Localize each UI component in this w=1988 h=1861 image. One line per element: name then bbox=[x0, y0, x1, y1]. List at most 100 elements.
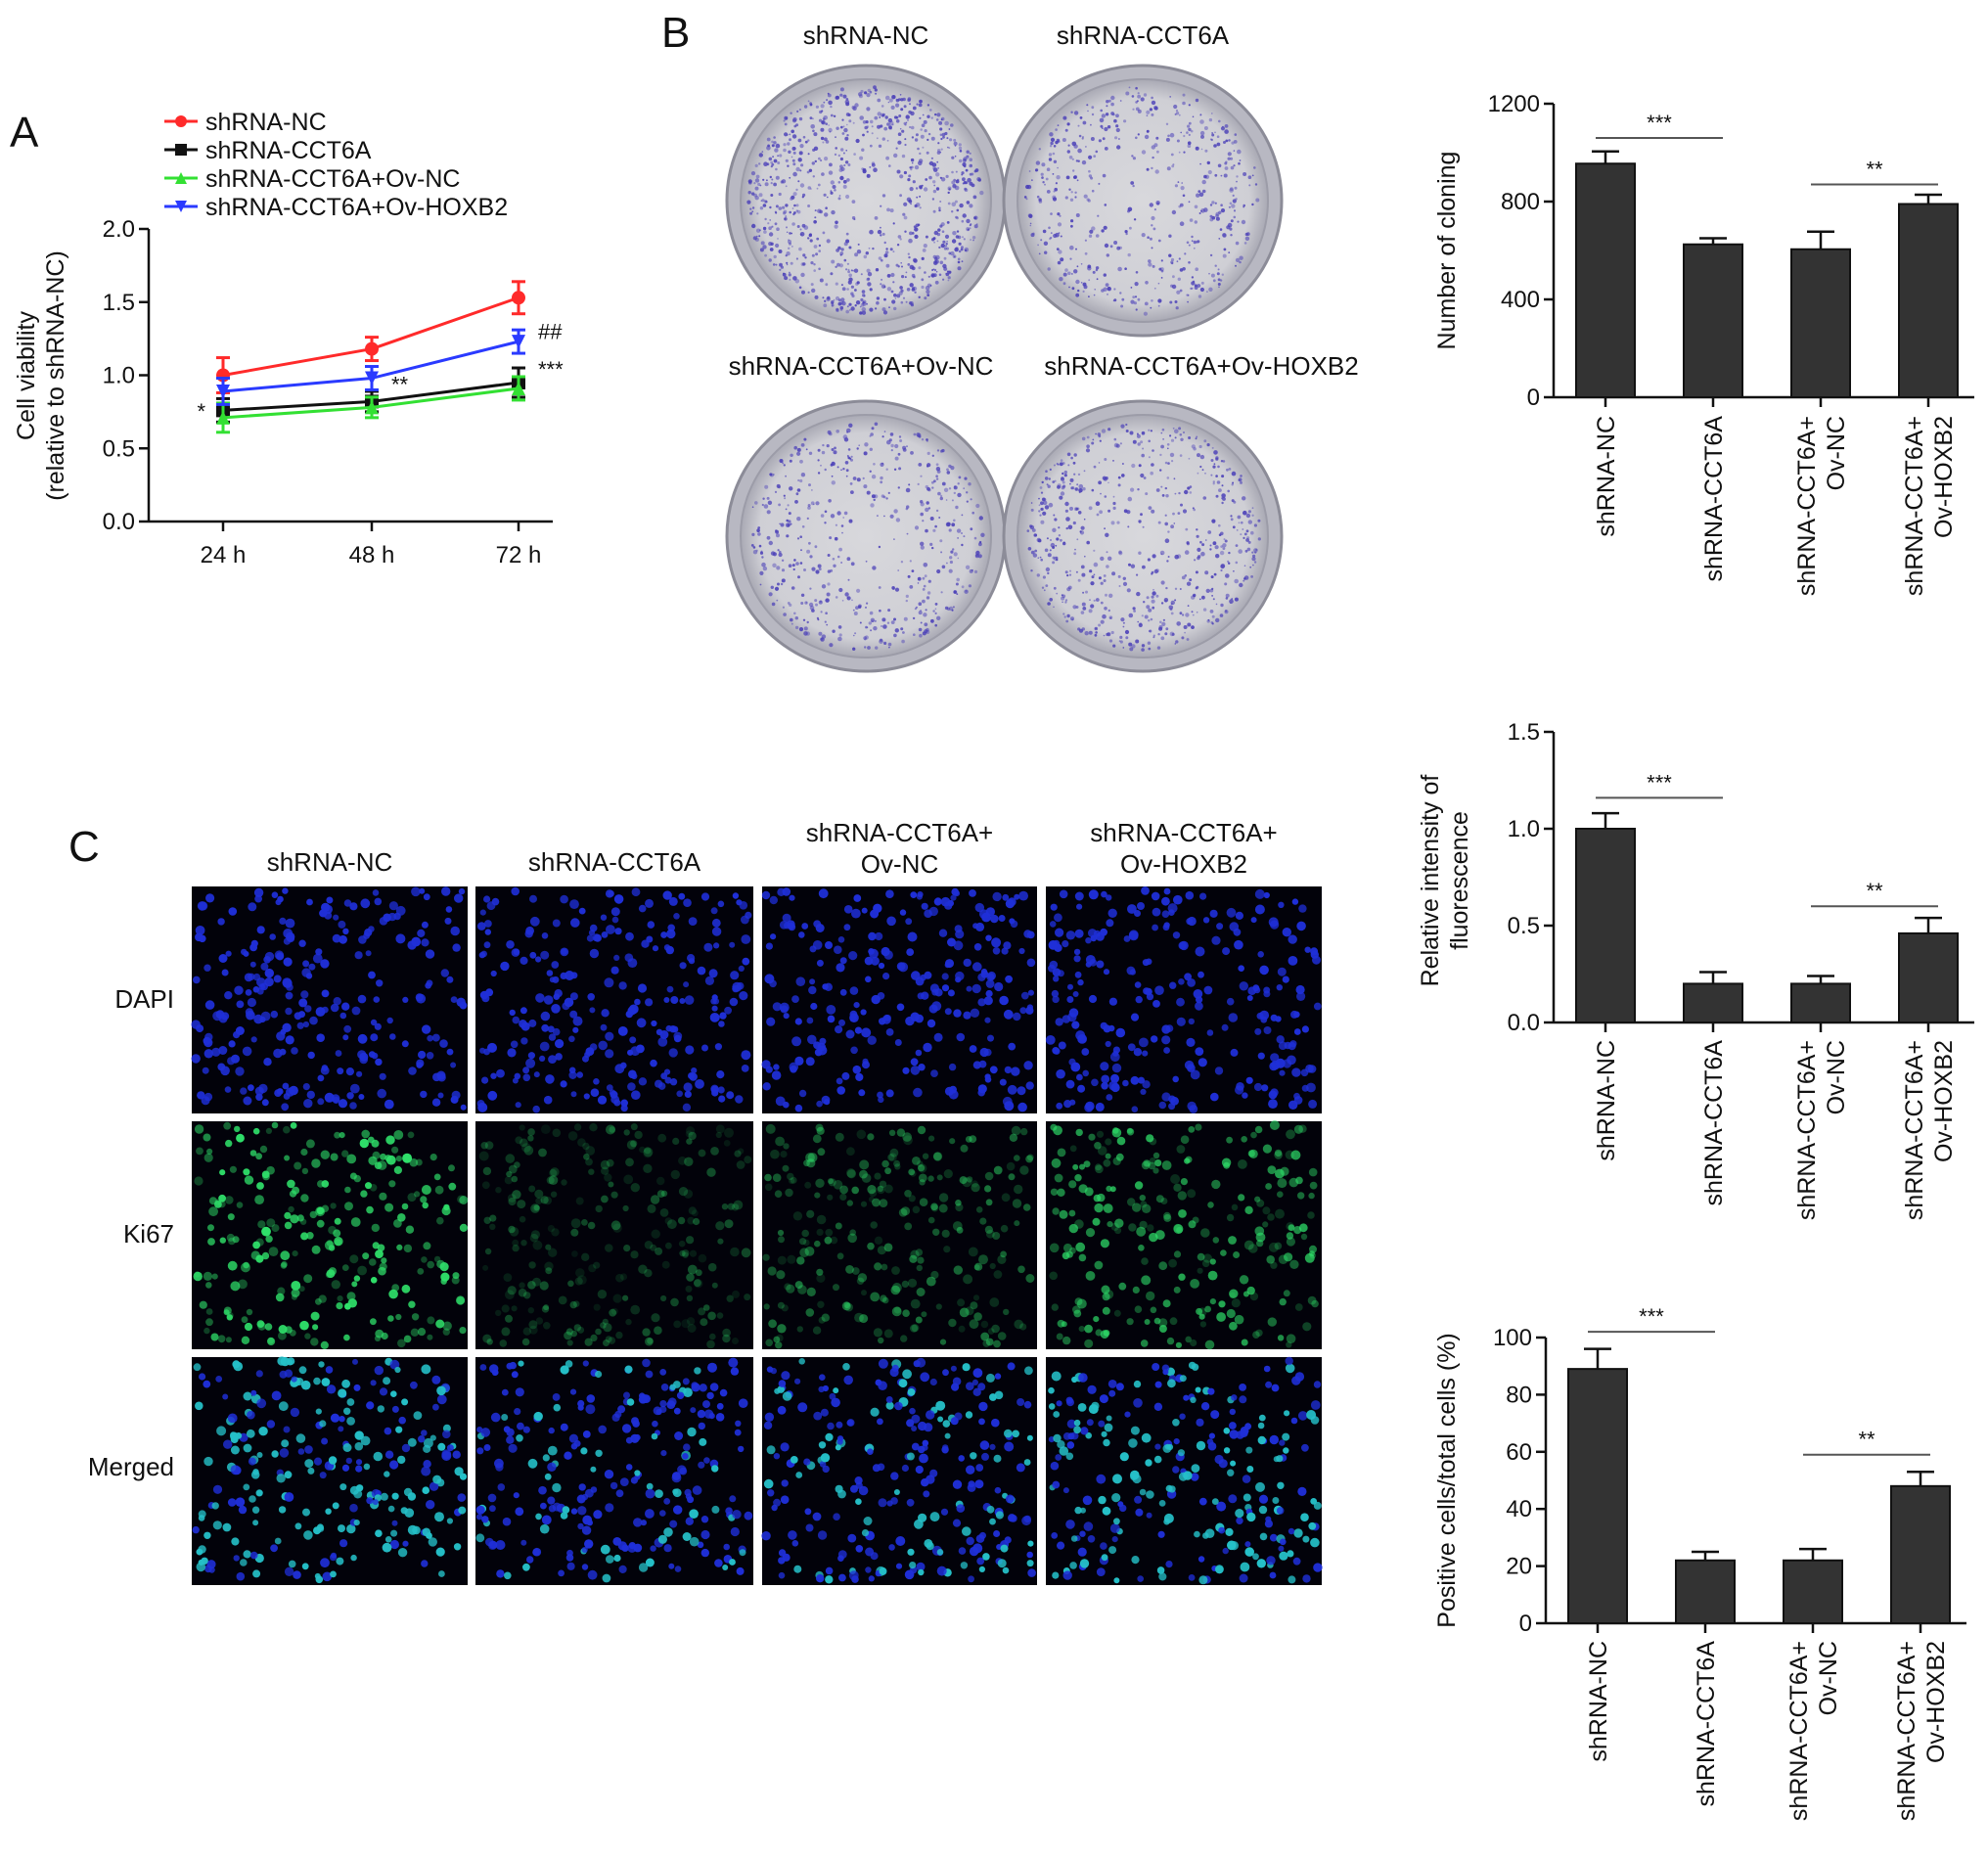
colony-dot bbox=[918, 463, 923, 467]
cell-nucleus bbox=[918, 1064, 926, 1071]
colony-dot bbox=[1179, 454, 1183, 457]
cell-nucleus bbox=[261, 1170, 270, 1179]
colony-dot bbox=[1189, 578, 1193, 582]
cell-nucleus bbox=[989, 1262, 996, 1270]
cell-nucleus bbox=[388, 1289, 398, 1299]
cell-nucleus bbox=[726, 1294, 734, 1302]
cell-nucleus bbox=[1130, 1013, 1140, 1021]
colony-dot bbox=[939, 260, 944, 265]
cell-nucleus bbox=[867, 1133, 875, 1141]
colony-dot bbox=[961, 219, 965, 223]
colony-dot bbox=[845, 469, 849, 473]
colony-dot bbox=[865, 560, 868, 563]
cell-nucleus bbox=[562, 1002, 570, 1011]
cell-nucleus bbox=[1291, 1067, 1301, 1077]
colony-dot bbox=[754, 178, 760, 183]
cell-nucleus bbox=[980, 968, 988, 976]
colony-dot bbox=[1138, 464, 1142, 468]
colony-dot bbox=[1186, 542, 1190, 546]
colony-dot bbox=[795, 188, 798, 192]
colony-dot bbox=[824, 299, 827, 302]
colony-dot bbox=[1085, 146, 1087, 148]
colony-dot bbox=[775, 529, 779, 534]
colony-dot bbox=[1195, 267, 1198, 272]
colony-dot bbox=[945, 272, 950, 277]
colony-dot bbox=[1086, 104, 1089, 107]
colony-dot bbox=[1084, 239, 1087, 242]
cell-nucleus bbox=[707, 1362, 717, 1373]
colony-dot bbox=[931, 274, 933, 277]
colony-dot bbox=[936, 160, 939, 163]
cell-nucleus bbox=[515, 1136, 523, 1145]
cell-nucleus bbox=[236, 1571, 246, 1581]
cell-nucleus bbox=[484, 929, 491, 935]
cell-nucleus bbox=[985, 934, 992, 941]
cell-nucleus bbox=[205, 1282, 212, 1289]
colony-dot bbox=[759, 551, 764, 555]
colony-dot bbox=[939, 127, 943, 131]
cell-nucleus bbox=[243, 950, 249, 957]
cell-nucleus bbox=[527, 1281, 536, 1290]
cell-nucleus bbox=[855, 1072, 864, 1081]
cell-nucleus bbox=[601, 931, 609, 938]
colony-dot bbox=[1141, 453, 1145, 458]
colony-dot bbox=[799, 535, 802, 538]
colony-dot bbox=[1168, 234, 1172, 238]
cell-nucleus bbox=[1074, 929, 1084, 938]
colony-dot bbox=[1146, 167, 1150, 171]
cell-nucleus bbox=[578, 1483, 586, 1491]
colony-dot bbox=[772, 156, 774, 159]
cell-nucleus bbox=[923, 1042, 932, 1053]
cell-nucleus bbox=[1062, 1243, 1072, 1252]
cell-nucleus bbox=[1253, 1082, 1263, 1092]
colony-dot bbox=[930, 157, 934, 159]
cell-nucleus bbox=[636, 1044, 645, 1054]
colony-dot bbox=[1209, 204, 1213, 206]
colony-dot bbox=[825, 598, 830, 603]
colony-dot bbox=[935, 475, 938, 478]
cell-nucleus bbox=[388, 1180, 396, 1188]
cell-nucleus bbox=[1158, 1101, 1167, 1110]
cell-nucleus bbox=[807, 1034, 817, 1045]
colony-dot bbox=[1080, 565, 1085, 569]
colony-dot bbox=[1135, 639, 1140, 644]
colony-dot bbox=[792, 151, 796, 155]
colony-dot bbox=[950, 123, 954, 127]
cell-nucleus bbox=[1073, 948, 1081, 956]
cell-nucleus bbox=[856, 1277, 865, 1286]
cell-nucleus bbox=[1077, 1084, 1086, 1093]
colony-dot bbox=[1085, 448, 1091, 453]
colony-dot bbox=[1075, 248, 1077, 250]
colony-dot bbox=[899, 238, 902, 241]
colony-dot bbox=[898, 114, 902, 117]
cell-nucleus bbox=[385, 1135, 395, 1145]
colony-dot bbox=[788, 512, 791, 516]
colony-dot bbox=[1074, 487, 1079, 491]
cell-nucleus bbox=[439, 1262, 449, 1272]
cell-nucleus bbox=[981, 912, 991, 923]
colony-dot bbox=[834, 536, 838, 541]
cell-nucleus bbox=[881, 1263, 888, 1271]
cell-nucleus bbox=[643, 1147, 654, 1157]
colony-dot bbox=[1076, 265, 1079, 268]
cell-nucleus bbox=[968, 1247, 978, 1257]
colony-dot bbox=[866, 125, 870, 128]
cell-nucleus bbox=[535, 956, 542, 963]
cell-nucleus bbox=[1003, 941, 1012, 950]
colony-dot bbox=[1090, 123, 1092, 126]
cell-nucleus bbox=[774, 1190, 783, 1198]
cell-nucleus bbox=[1139, 1195, 1147, 1202]
cell-nucleus bbox=[1014, 893, 1020, 900]
colony-dot bbox=[1222, 547, 1226, 550]
colony-dot bbox=[1187, 124, 1191, 128]
colony-dot bbox=[1068, 573, 1072, 576]
cell-nucleus bbox=[570, 1330, 577, 1338]
colony-dot bbox=[939, 133, 943, 137]
cell-nucleus bbox=[1102, 1306, 1110, 1315]
cell-nucleus bbox=[560, 1365, 569, 1375]
colony-dot bbox=[945, 522, 951, 527]
colony-dot bbox=[1218, 488, 1222, 492]
cell-nucleus bbox=[1306, 1082, 1316, 1093]
cell-nucleus bbox=[1236, 1082, 1244, 1091]
cell-nucleus bbox=[293, 1570, 301, 1579]
